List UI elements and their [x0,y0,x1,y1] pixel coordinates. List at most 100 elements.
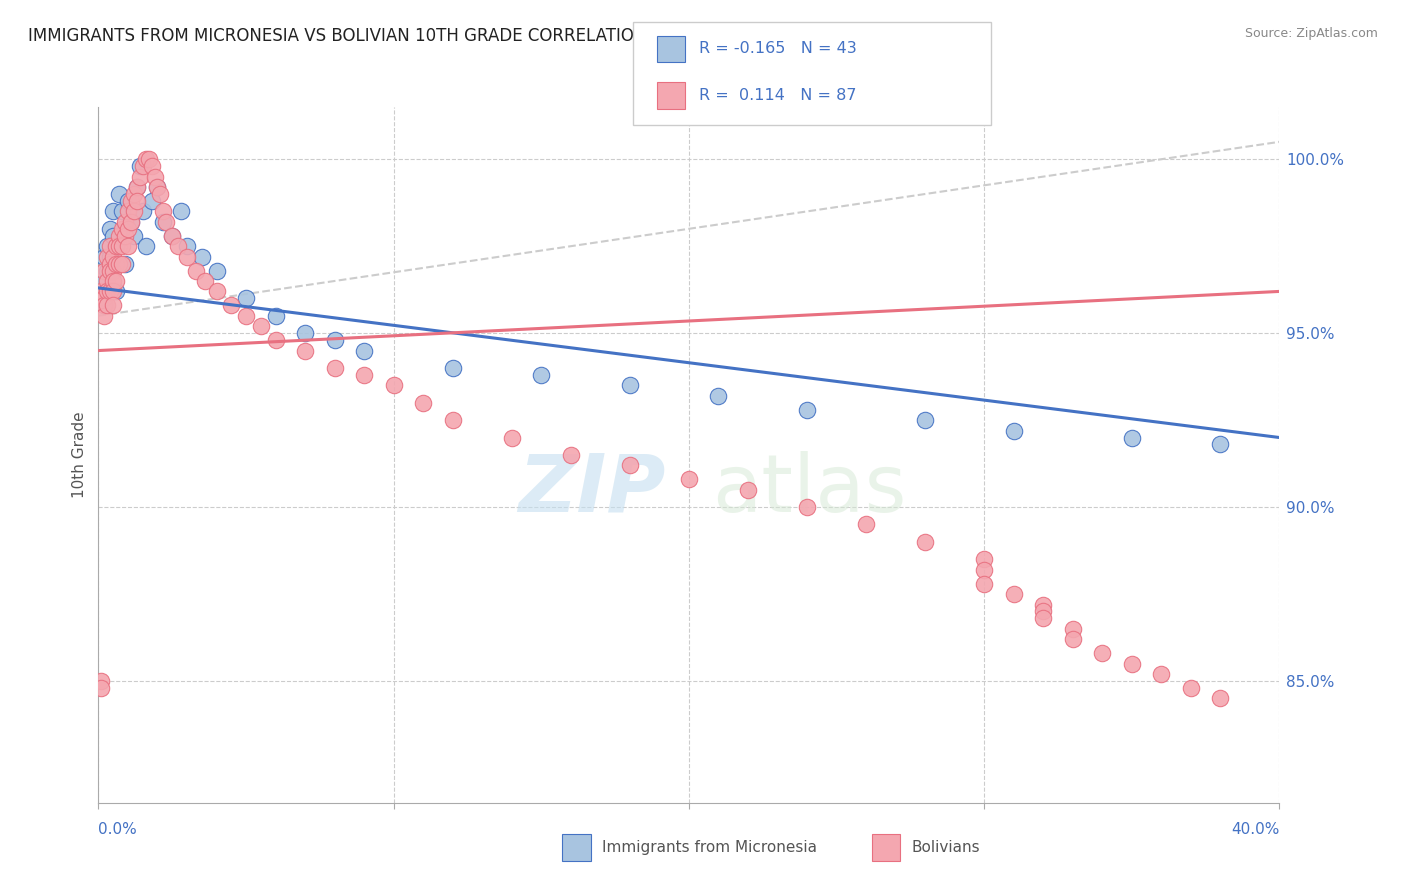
Point [155,215,177,229]
Point [128,159,150,173]
Point [530,368,553,382]
Point [1121,657,1143,671]
Text: Immigrants from Micronesia: Immigrants from Micronesia [602,840,817,855]
Point [117,194,139,208]
Point [1180,681,1202,695]
Point [93,250,115,264]
Point [1209,691,1232,706]
Point [122,204,145,219]
Point [120,215,142,229]
Point [1032,598,1054,612]
Point [98,256,121,270]
Point [1209,437,1232,451]
Point [1121,430,1143,444]
Point [98,285,121,299]
Point [96,298,118,312]
Point [111,204,134,219]
Point [108,256,131,270]
Point [96,250,118,264]
Point [235,309,257,323]
Point [796,402,818,417]
Point [114,256,136,270]
Point [143,169,166,184]
Point [264,309,287,323]
Point [105,239,128,253]
Text: Source: ZipAtlas.com: Source: ZipAtlas.com [1244,27,1378,40]
Point [105,274,128,288]
Point [103,285,125,299]
Point [914,534,936,549]
Point [93,298,115,312]
Point [111,239,134,253]
Point [250,319,273,334]
Text: ZIP: ZIP [517,450,665,529]
Point [184,263,207,277]
Point [125,180,148,194]
Point [678,472,700,486]
Point [707,389,730,403]
Point [205,285,228,299]
Point [103,228,125,243]
Point [114,228,136,243]
Point [560,448,582,462]
Point [135,239,157,253]
Point [93,298,115,312]
Point [122,228,145,243]
Point [146,180,169,194]
Point [120,194,142,208]
Point [737,483,759,497]
Text: atlas: atlas [713,450,907,529]
Point [294,326,316,340]
Point [105,285,128,299]
Point [191,250,214,264]
Text: R = -0.165   N = 43: R = -0.165 N = 43 [699,41,856,56]
Point [120,215,142,229]
Point [235,291,257,305]
Point [96,285,118,299]
Point [1150,667,1173,681]
Point [103,204,125,219]
Point [152,215,174,229]
Point [103,274,125,288]
Point [90,673,112,688]
Point [441,413,464,427]
Point [98,221,121,235]
Point [105,239,128,253]
Point [117,239,139,253]
Point [162,228,183,243]
Point [125,194,148,208]
Text: 0.0%: 0.0% [98,822,138,837]
Point [1002,424,1025,438]
Point [93,291,115,305]
Point [162,228,183,243]
Point [1062,622,1084,636]
Point [98,250,121,264]
Point [90,285,112,299]
Point [382,378,405,392]
Point [914,413,936,427]
Point [117,204,139,219]
Point [103,298,125,312]
Point [132,204,155,219]
Point [90,681,112,695]
Point [619,458,641,473]
Point [264,333,287,347]
Point [141,159,163,173]
Point [114,215,136,229]
Text: Bolivians: Bolivians [911,840,980,855]
Point [108,228,131,243]
Point [128,169,150,184]
Point [98,239,121,253]
Point [323,360,346,375]
Point [412,395,434,409]
Point [149,186,172,201]
Point [125,180,148,194]
Point [441,360,464,375]
Point [855,517,877,532]
Point [96,239,118,253]
Text: 40.0%: 40.0% [1232,822,1279,837]
Point [973,552,995,566]
Point [1032,611,1054,625]
Point [796,500,818,514]
Point [167,239,190,253]
